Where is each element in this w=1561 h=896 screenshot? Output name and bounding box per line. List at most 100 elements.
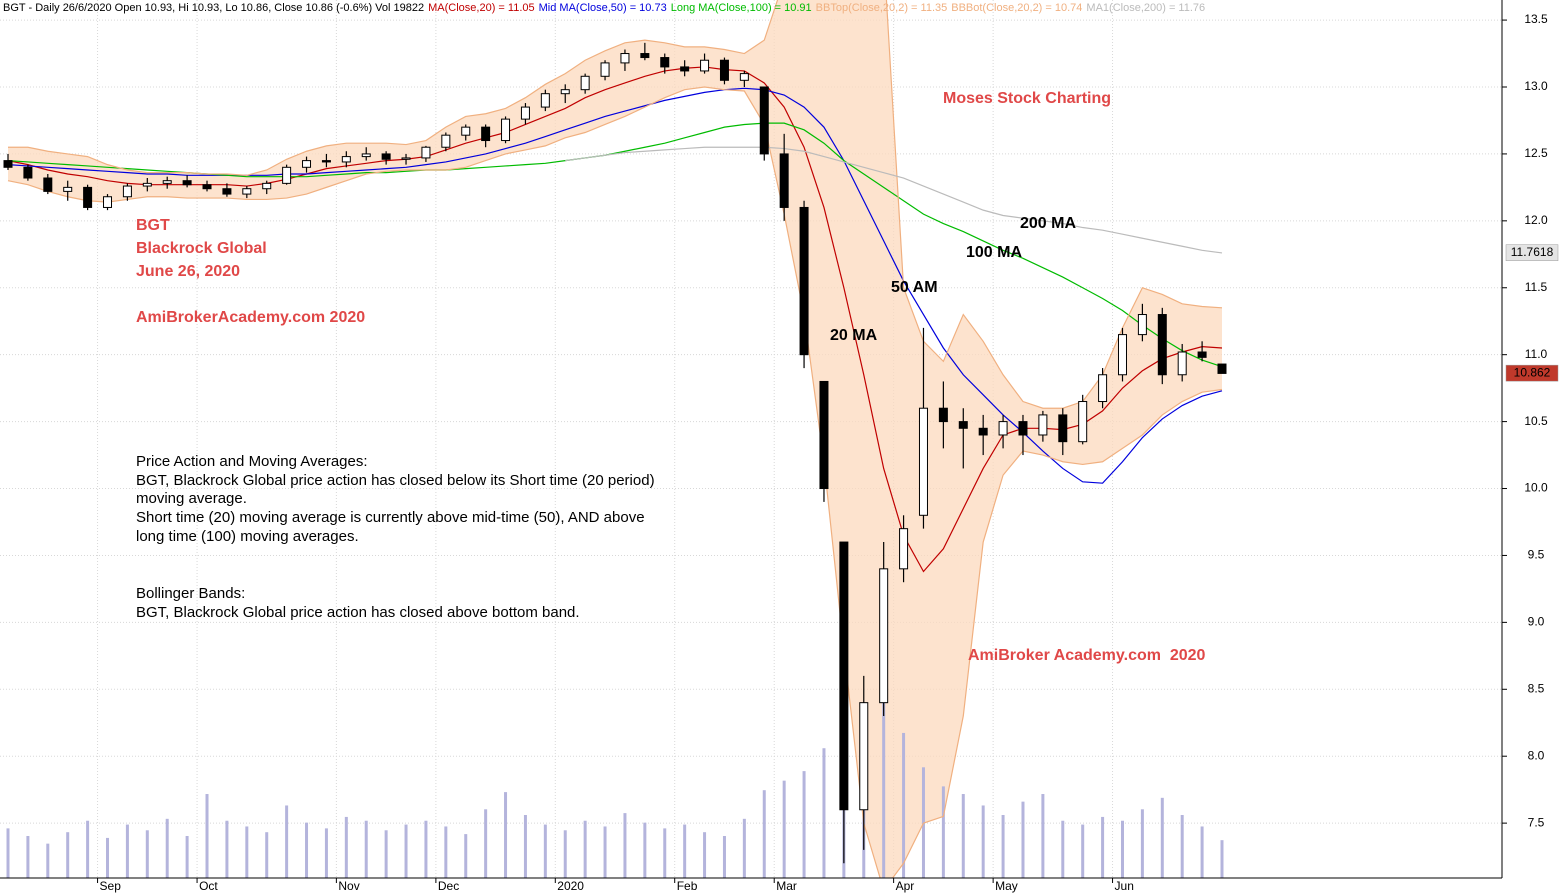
volume-bar: [603, 826, 607, 878]
candle-body: [600, 62, 610, 77]
volume-bar: [543, 824, 547, 878]
candle-body: [1098, 374, 1108, 403]
volume-bar: [802, 771, 806, 878]
volume-bar: [1200, 826, 1204, 878]
header-title: BGT - Daily 26/6/2020 Open 10.93, Hi 10.…: [3, 2, 424, 14]
annotation: 50 AM: [891, 279, 938, 296]
volume-bar: [504, 792, 508, 878]
legend-entry: BBTop(Close,20,2) = 11.35: [816, 2, 948, 14]
volume-bar: [424, 820, 428, 878]
y-tick-label: 12.5: [1524, 146, 1548, 160]
volume-bar: [484, 809, 488, 878]
y-tick-label: 12.0: [1524, 213, 1548, 227]
note-line: BGT, Blackrock Global price action has c…: [136, 604, 580, 621]
volume-bar: [404, 824, 408, 878]
candle-body: [1058, 414, 1068, 443]
volume-bar: [245, 826, 249, 878]
volume-bar: [1220, 840, 1224, 878]
candle-body: [918, 407, 928, 516]
candle-body: [978, 427, 988, 436]
candle-body: [361, 153, 371, 158]
candle-body: [1038, 414, 1048, 436]
annotation: 100 MA: [966, 244, 1022, 261]
volume-bar: [125, 824, 129, 878]
candle-body: [700, 59, 710, 72]
volume-bar: [882, 700, 886, 878]
candle-body: [321, 160, 331, 163]
candle-body: [1197, 351, 1207, 358]
candle-body: [341, 156, 351, 163]
x-tick-label: Feb: [677, 879, 698, 893]
candle-body: [421, 146, 431, 159]
volume-bar: [324, 828, 328, 878]
annotation: 200 MA: [1020, 215, 1076, 232]
candle-body: [819, 380, 829, 490]
volume-bar: [1061, 820, 1065, 878]
candle-body: [381, 153, 391, 160]
volume-bar: [145, 830, 149, 878]
note-line: BGT, Blackrock Global price action has c…: [136, 472, 655, 489]
candle-body: [1157, 314, 1167, 376]
volume-bar: [46, 843, 50, 878]
candle-body: [799, 206, 809, 356]
candle-body: [103, 196, 113, 208]
candle-body: [63, 186, 73, 192]
note-line: moving average.: [136, 490, 247, 507]
candle-body: [660, 57, 670, 68]
price-marker-label: 11.7618: [1511, 245, 1554, 259]
volume-bar: [344, 816, 348, 878]
candle-body: [779, 153, 789, 208]
y-tick-label: 11.5: [1525, 280, 1548, 294]
volume-bar: [941, 786, 945, 878]
volume-bar: [902, 732, 906, 878]
candle-body: [520, 106, 530, 120]
candle-body: [739, 73, 749, 81]
y-tick-label: 11.0: [1525, 347, 1548, 361]
candle-body: [580, 75, 590, 91]
volume-bar: [563, 830, 567, 878]
x-tick-label: Apr: [896, 879, 915, 893]
legend-entry: Long MA(Close,100) = 10.91: [671, 2, 812, 14]
x-tick-label: Dec: [438, 879, 459, 893]
candle-body: [1177, 351, 1187, 376]
volume-bar: [86, 820, 90, 878]
candle-body: [998, 421, 1008, 436]
x-tick-label: Mar: [776, 879, 797, 893]
annotation: AmiBroker Academy.com 2020: [968, 647, 1206, 664]
volume-bar: [165, 818, 169, 878]
volume-bar: [1021, 801, 1025, 878]
annotation: Blackrock Global: [136, 240, 267, 257]
candle-body: [540, 93, 550, 108]
volume-bar: [583, 820, 587, 878]
volume-bar: [305, 822, 309, 878]
candle-body: [461, 126, 471, 136]
x-tick-label: Oct: [199, 879, 218, 893]
candle-body: [899, 528, 909, 570]
y-tick-label: 7.5: [1528, 815, 1545, 829]
legend-entry: BBBot(Close,20,2) = 10.74: [951, 2, 1082, 14]
volume-bar: [225, 820, 229, 878]
volume-bar: [623, 813, 627, 878]
y-tick-label: 13.5: [1524, 12, 1548, 26]
candle-body: [282, 166, 292, 184]
y-tick-label: 13.0: [1524, 79, 1548, 93]
volume-bar: [464, 834, 468, 878]
y-tick-label: 10.0: [1524, 481, 1548, 495]
volume-bar: [722, 836, 726, 878]
candle-body: [83, 186, 93, 208]
ma-line: [8, 0, 1223, 409]
volume-bar: [185, 836, 189, 878]
volume-bar: [364, 820, 368, 878]
candle-body: [3, 160, 13, 168]
volume-bar: [26, 836, 30, 878]
candle-body: [162, 180, 172, 184]
candle-body: [958, 421, 968, 429]
volume-bar: [265, 832, 269, 878]
volume-bar: [444, 826, 448, 878]
volume-bar: [961, 794, 965, 878]
y-tick-label: 9.5: [1528, 548, 1545, 562]
ma-line: [565, 146, 1223, 254]
candle-body: [640, 53, 650, 59]
